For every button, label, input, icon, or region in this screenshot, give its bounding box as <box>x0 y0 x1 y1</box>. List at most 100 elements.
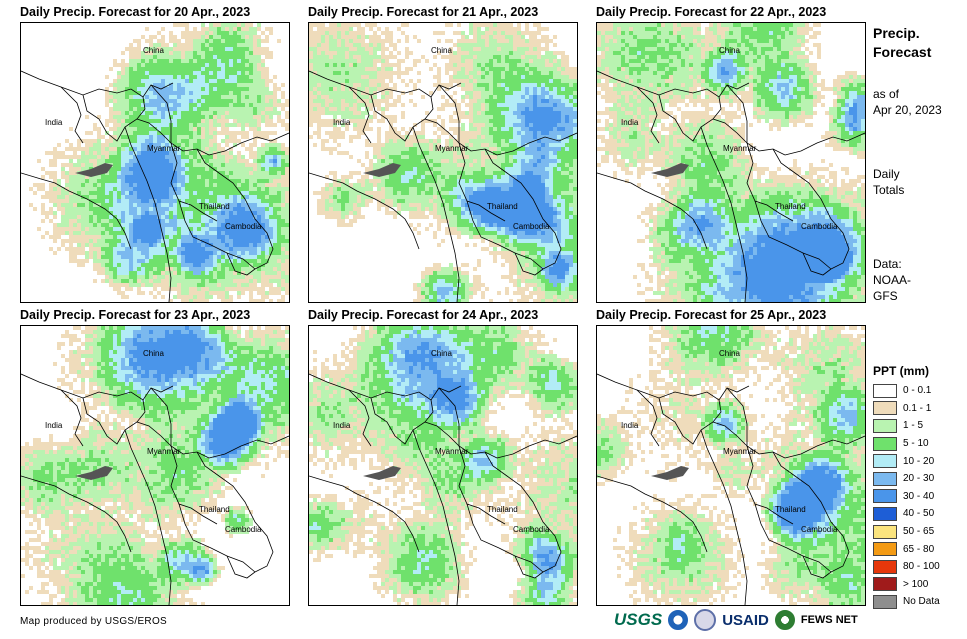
precip-raster: China India Myanmar Thailand Cambodia <box>21 23 289 302</box>
map-panel-4: Daily Precip. Forecast for 23 Apr., 2023… <box>20 308 310 608</box>
map-panel-5: Daily Precip. Forecast for 24 Apr., 2023… <box>308 308 598 608</box>
legend-item: 0.1 - 1 <box>873 400 940 418</box>
country-label-myanmar: Myanmar <box>723 447 757 456</box>
legend-label: 50 - 65 <box>903 526 934 537</box>
fewsnet-globe-icon <box>774 610 795 630</box>
country-borders <box>309 373 577 605</box>
legend-item: 30 - 40 <box>873 488 940 506</box>
country-borders <box>21 70 289 302</box>
country-label-china: China <box>719 349 740 358</box>
forecast-map: China India Myanmar Thailand Cambodia <box>308 325 578 606</box>
country-label-china: China <box>719 46 740 55</box>
country-borders <box>597 373 865 605</box>
fewsnet-logo: FEWS NET <box>801 614 858 626</box>
country-label-cambodia: Cambodia <box>801 222 838 231</box>
country-label-india: India <box>621 118 639 127</box>
legend-item: 80 - 100 <box>873 558 940 576</box>
legend-label: 65 - 80 <box>903 544 934 555</box>
legend-title: PPT (mm) <box>873 364 940 378</box>
forecast-map: China India Myanmar Thailand Cambodia <box>596 325 866 606</box>
map-credit: Map produced by USGS/EROS <box>20 616 167 627</box>
legend-swatch <box>873 471 897 486</box>
daily-totals: Daily Totals <box>873 166 904 198</box>
as-of-line2: Apr 20, 2023 <box>873 102 942 118</box>
forecast-map: China India Myanmar Thailand Cambodia <box>20 22 290 303</box>
data-source: Data: NOAA- GFS <box>873 256 911 304</box>
legend-label: 20 - 30 <box>903 473 934 484</box>
legend-item: > 100 <box>873 576 940 594</box>
data-line1: Data: <box>873 256 911 272</box>
legend-swatch <box>873 401 897 416</box>
country-label-cambodia: Cambodia <box>801 525 838 534</box>
legend-item: 0 - 0.1 <box>873 382 940 400</box>
forecast-map: China India Myanmar Thailand Cambodia <box>20 325 290 606</box>
precip-raster: China India Myanmar Thailand Cambodia <box>309 326 577 605</box>
as-of-line1: as of <box>873 86 942 102</box>
legend-swatch <box>873 577 897 592</box>
forecast-map: China India Myanmar Thailand Cambodia <box>596 22 866 303</box>
legend-swatch <box>873 418 897 433</box>
country-label-myanmar: Myanmar <box>435 447 469 456</box>
country-label-thailand: Thailand <box>775 202 806 211</box>
data-line2: NOAA- <box>873 272 911 288</box>
legend-item: 1 - 5 <box>873 417 940 435</box>
precip-raster: China India Myanmar Thailand Cambodia <box>309 23 577 302</box>
legend-swatch <box>873 542 897 557</box>
precip-raster: China India Myanmar Thailand Cambodia <box>597 326 865 605</box>
doc-seal-icon <box>694 609 717 631</box>
legend-swatch <box>873 506 897 521</box>
legend-label: 10 - 20 <box>903 456 934 467</box>
map-panel-6: Daily Precip. Forecast for 25 Apr., 2023… <box>596 308 886 608</box>
country-label-india: India <box>333 118 351 127</box>
legend-swatch <box>873 436 897 451</box>
legend-item: 10 - 20 <box>873 452 940 470</box>
noaa-logo-icon <box>668 610 689 630</box>
country-label-cambodia: Cambodia <box>513 525 550 534</box>
panel-title: Daily Precip. Forecast for 21 Apr., 2023 <box>308 5 538 19</box>
data-line3: GFS <box>873 288 911 304</box>
daily-line2: Totals <box>873 182 904 198</box>
panel-title: Daily Precip. Forecast for 23 Apr., 2023 <box>20 308 250 322</box>
country-label-india: India <box>45 118 63 127</box>
legend-swatch <box>873 383 897 398</box>
country-label-thailand: Thailand <box>199 202 230 211</box>
legend-item: 20 - 30 <box>873 470 940 488</box>
legend-label: No Data <box>903 596 940 607</box>
panel-title: Daily Precip. Forecast for 24 Apr., 2023 <box>308 308 538 322</box>
legend-swatch <box>873 594 897 609</box>
country-label-china: China <box>143 46 164 55</box>
country-label-myanmar: Myanmar <box>435 144 469 153</box>
legend-label: 5 - 10 <box>903 438 929 449</box>
legend-label: 80 - 100 <box>903 561 940 572</box>
map-panel-2: Daily Precip. Forecast for 21 Apr., 2023… <box>308 5 598 305</box>
country-label-thailand: Thailand <box>487 505 518 514</box>
country-label-india: India <box>621 421 639 430</box>
legend-item: 50 - 65 <box>873 523 940 541</box>
country-label-thailand: Thailand <box>775 505 806 514</box>
legend-swatch <box>873 524 897 539</box>
country-label-cambodia: Cambodia <box>225 222 262 231</box>
country-label-cambodia: Cambodia <box>225 525 262 534</box>
legend-label: 30 - 40 <box>903 491 934 502</box>
daily-line1: Daily <box>873 166 904 182</box>
side-title: Precip. Forecast <box>873 24 931 62</box>
country-label-india: India <box>333 421 351 430</box>
panel-title: Daily Precip. Forecast for 20 Apr., 2023 <box>20 5 250 19</box>
map-panel-3: Daily Precip. Forecast for 22 Apr., 2023… <box>596 5 886 305</box>
precip-raster: China India Myanmar Thailand Cambodia <box>597 23 865 302</box>
country-borders <box>309 70 577 302</box>
logo-strip: USGS USAID FEWS NET <box>614 609 858 631</box>
forecast-map: China India Myanmar Thailand Cambodia <box>308 22 578 303</box>
country-label-thailand: Thailand <box>199 505 230 514</box>
map-panel-1: Daily Precip. Forecast for 20 Apr., 2023… <box>20 5 310 305</box>
legend-item: No Data <box>873 593 940 611</box>
country-borders <box>597 70 865 302</box>
side-title-line1: Precip. <box>873 24 931 43</box>
legend-swatch <box>873 454 897 469</box>
legend-item: 5 - 10 <box>873 435 940 453</box>
precip-raster: China India Myanmar Thailand Cambodia <box>21 326 289 605</box>
country-borders <box>21 373 289 605</box>
legend-label: 0 - 0.1 <box>903 385 931 396</box>
country-label-china: China <box>431 46 452 55</box>
panel-title: Daily Precip. Forecast for 25 Apr., 2023 <box>596 308 826 322</box>
